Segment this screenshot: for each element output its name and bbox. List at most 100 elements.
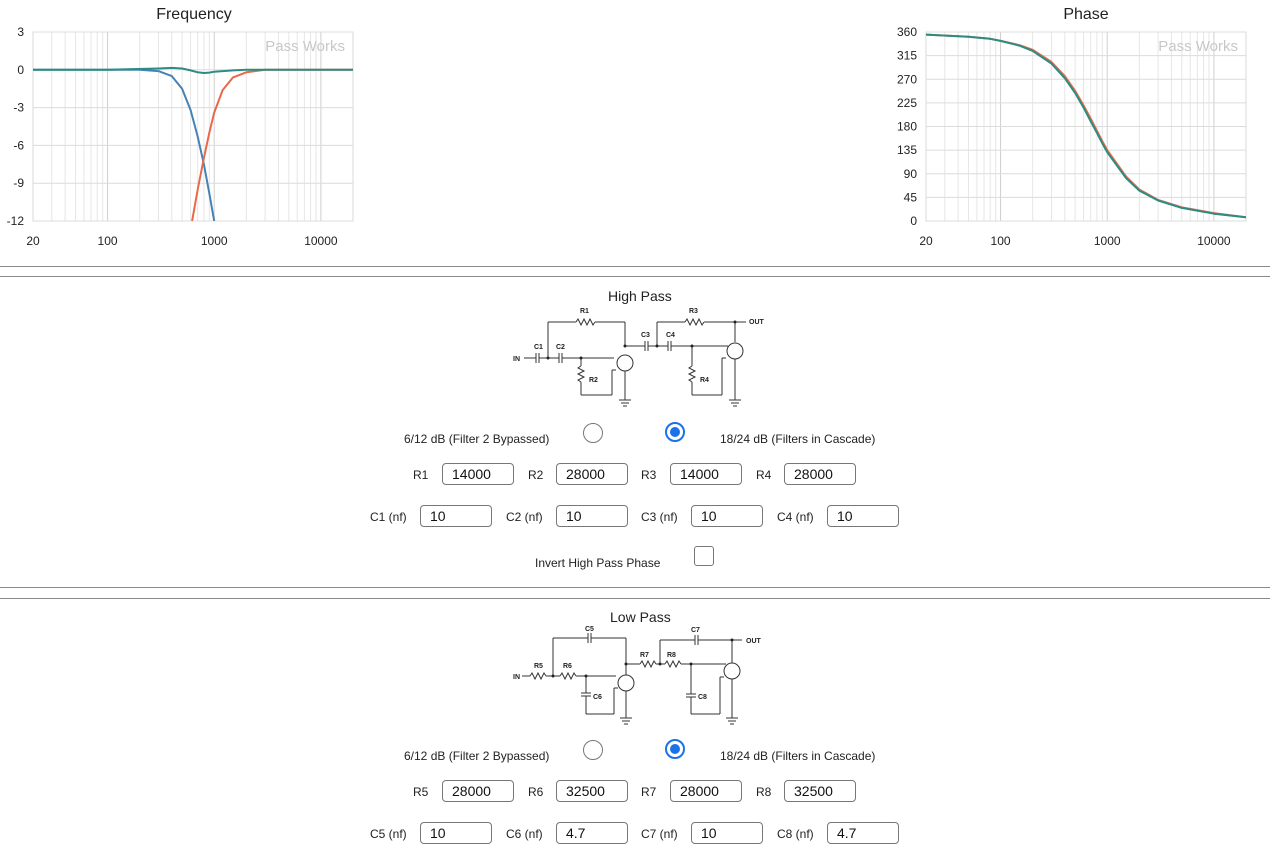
r4-input[interactable] — [784, 463, 856, 485]
r8-label: R8 — [756, 785, 772, 799]
r6-input[interactable] — [556, 780, 628, 802]
y-tick-label: 0 — [17, 63, 24, 77]
r7-input[interactable] — [670, 780, 742, 802]
r8-input[interactable] — [784, 780, 856, 802]
schematic-label: IN — [513, 356, 520, 363]
y-tick-label: -6 — [13, 138, 24, 152]
r5-label: R5 — [413, 785, 429, 799]
schematic-label: C3 — [641, 332, 650, 339]
y-tick-label: 90 — [904, 167, 918, 181]
phase-chart: Pass Works 20 100 1000 10000 360 315 270 225 180 1… — [897, 25, 1247, 248]
y-tick-label: 0 — [910, 214, 917, 228]
r5-input[interactable] — [442, 780, 514, 802]
r6-label: R6 — [528, 785, 544, 799]
high-pass-title: High Pass — [608, 288, 672, 304]
y-tick-label: 270 — [897, 72, 917, 86]
c2-label: C2 (nf) — [506, 510, 543, 524]
schematic-label: OUT — [746, 638, 762, 645]
series-line — [926, 33, 1246, 219]
x-tick-label: 20 — [919, 234, 933, 248]
y-tick-label: -9 — [13, 176, 24, 190]
lp-bypassed-radio[interactable] — [583, 740, 603, 760]
watermark-text: Pass Works — [1158, 38, 1238, 55]
c8-input[interactable] — [827, 822, 899, 844]
schematic-label: R6 — [563, 663, 572, 670]
schematic-label: OUT — [749, 319, 765, 326]
c3-input[interactable] — [691, 505, 763, 527]
hp-cascade-radio[interactable] — [665, 422, 685, 442]
y-tick-label: 3 — [17, 25, 24, 39]
schematic-label: C5 — [585, 626, 594, 633]
invert-hp-checkbox[interactable] — [694, 546, 714, 566]
c6-input[interactable] — [556, 822, 628, 844]
divider — [0, 266, 1270, 267]
r3-input[interactable] — [670, 463, 742, 485]
high-pass-schematic: IN R1 C1 C2 R2 C3 C4 R3 R4 OUT — [513, 308, 765, 407]
hp-option-bypassed-label: 6/12 dB (Filter 2 Bypassed) — [404, 432, 550, 446]
c3-label: C3 (nf) — [641, 510, 678, 524]
frequency-chart-title: Frequency — [156, 6, 232, 23]
plot-area — [32, 31, 354, 222]
divider — [0, 587, 1270, 588]
y-tick-label: 180 — [897, 120, 917, 134]
schematic-label: C2 — [556, 344, 565, 351]
schematic-label: R5 — [534, 663, 543, 670]
c2-input[interactable] — [556, 505, 628, 527]
c4-label: C4 (nf) — [777, 510, 814, 524]
schematic-label: R8 — [667, 652, 676, 659]
divider — [0, 276, 1270, 277]
y-tick-label: -3 — [13, 101, 24, 115]
schematic-label: IN — [513, 674, 520, 681]
x-tick-label: 10000 — [304, 234, 338, 248]
r4-label: R4 — [756, 468, 772, 482]
lp-cascade-radio[interactable] — [665, 739, 685, 759]
invert-hp-label: Invert High Pass Phase — [535, 556, 661, 570]
x-tick-label: 1000 — [1094, 234, 1121, 248]
r2-input[interactable] — [556, 463, 628, 485]
y-tick-label: 360 — [897, 25, 917, 39]
c1-label: C1 (nf) — [370, 510, 407, 524]
divider — [0, 598, 1270, 599]
r1-input[interactable] — [442, 463, 514, 485]
y-tick-label: 135 — [897, 143, 917, 157]
r3-label: R3 — [641, 468, 657, 482]
r7-label: R7 — [641, 785, 657, 799]
watermark-text: Pass Works — [265, 38, 345, 55]
r1-label: R1 — [413, 468, 429, 482]
c8-label: C8 (nf) — [777, 827, 814, 841]
x-tick-label: 1000 — [201, 234, 228, 248]
c1-input[interactable] — [420, 505, 492, 527]
schematic-label: R7 — [640, 652, 649, 659]
c7-input[interactable] — [691, 822, 763, 844]
schematic-label: R3 — [689, 308, 698, 315]
lp-option-bypassed-label: 6/12 dB (Filter 2 Bypassed) — [404, 749, 550, 763]
low-pass-schematic: IN R5 R6 C5 C6 R7 R8 C7 C8 OUT — [513, 626, 762, 725]
x-tick-label: 100 — [991, 234, 1011, 248]
schematic-label: C7 — [691, 627, 700, 634]
phase-chart-title: Phase — [1063, 6, 1109, 23]
c6-label: C6 (nf) — [506, 827, 543, 841]
x-tick-label: 10000 — [1197, 234, 1231, 248]
schematic-label: C8 — [698, 694, 707, 701]
series-line — [33, 66, 353, 74]
schematic-label: C1 — [534, 344, 543, 351]
x-tick-label: 20 — [26, 234, 40, 248]
schematic-label: R4 — [700, 377, 709, 384]
hp-bypassed-radio[interactable] — [583, 423, 603, 443]
schematic-label: R1 — [580, 308, 589, 315]
schematic-label: C4 — [666, 332, 675, 339]
c5-input[interactable] — [420, 822, 492, 844]
y-tick-label: -12 — [7, 214, 25, 228]
schematic-label: R2 — [589, 377, 598, 384]
c4-input[interactable] — [827, 505, 899, 527]
low-pass-title: Low Pass — [610, 609, 671, 625]
y-tick-label: 315 — [897, 49, 917, 63]
r2-label: R2 — [528, 468, 544, 482]
y-tick-label: 225 — [897, 96, 917, 110]
c7-label: C7 (nf) — [641, 827, 678, 841]
c5-label: C5 (nf) — [370, 827, 407, 841]
schematic-label: C6 — [593, 694, 602, 701]
x-tick-label: 100 — [98, 234, 118, 248]
y-tick-label: 45 — [904, 190, 918, 204]
frequency-chart: Pass Works 20 100 1000 10000 3 0 -3 -6 -9 -12 — [7, 25, 354, 248]
